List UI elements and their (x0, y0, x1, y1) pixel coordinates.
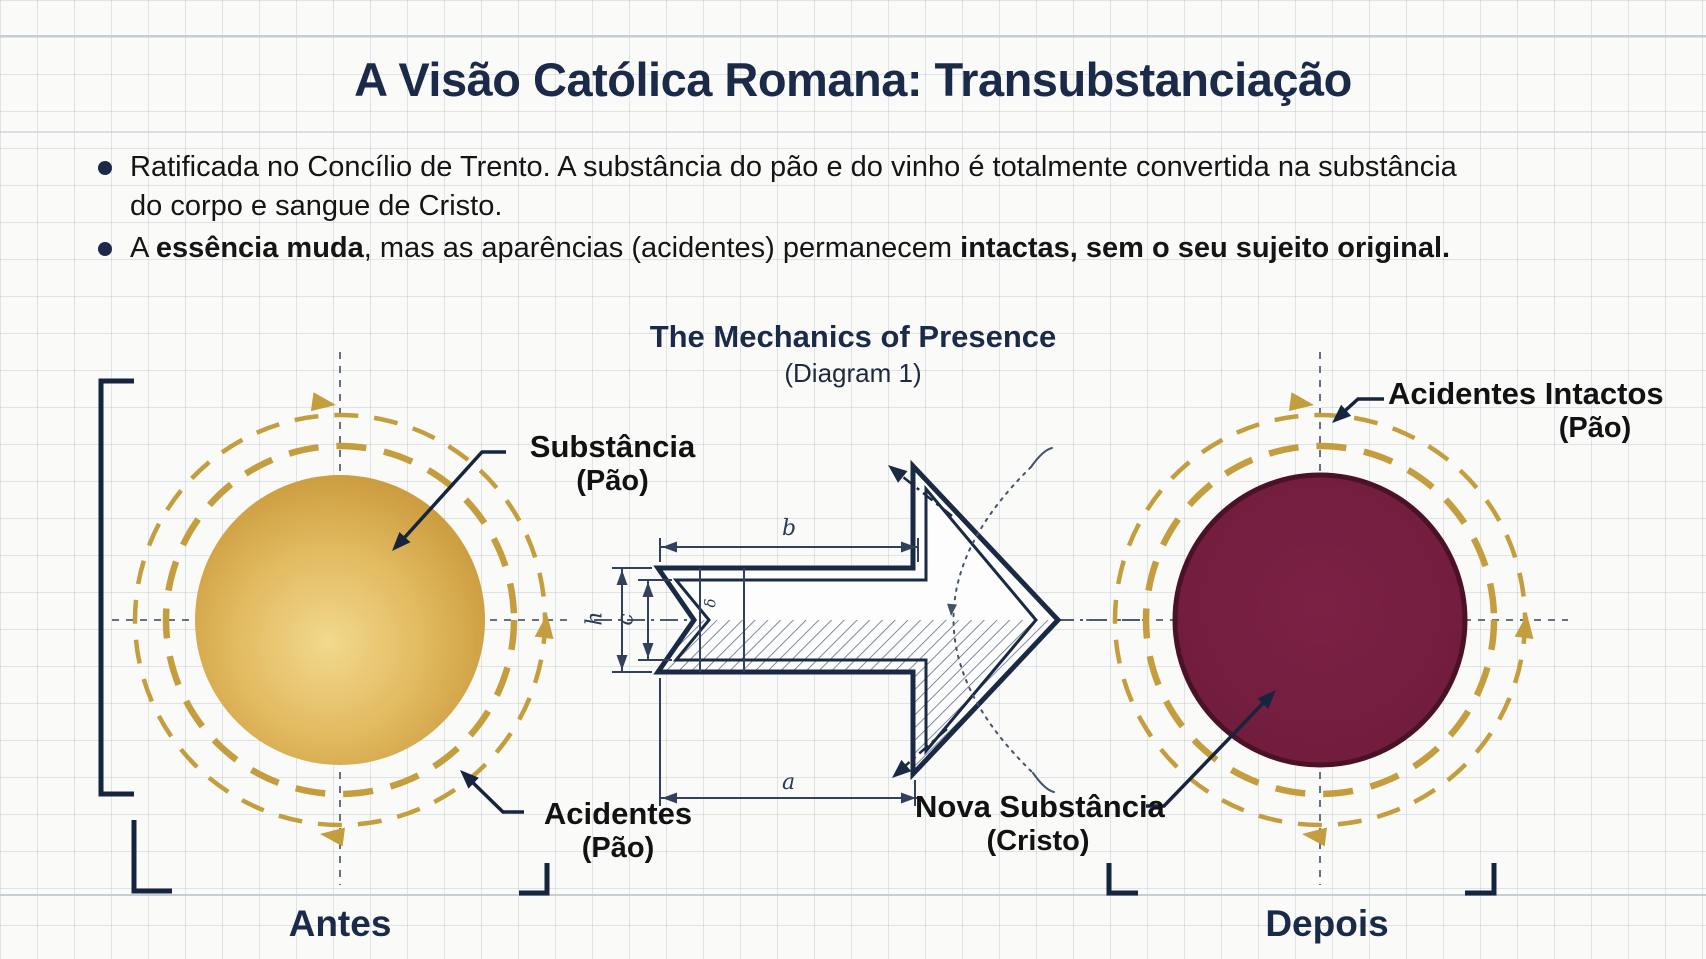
bullet-list: Ratificada no Concílio de Trento. A subs… (98, 148, 1478, 271)
dim-label-c: c (613, 613, 639, 626)
accidents-sublabel: (Pão) (581, 832, 655, 864)
bullet-marker-icon (98, 242, 112, 256)
accidents-intact-label: Acidentes Intactos (1388, 376, 1664, 411)
bullet-item: A essência muda, mas as aparências (acid… (98, 229, 1478, 268)
grid-accent-line (0, 35, 1706, 37)
diagram-title: The Mechanics of Presence (649, 319, 1057, 354)
after-accident-rings (1112, 412, 1528, 828)
diagram-subtitle: (Diagram 1) (784, 358, 922, 388)
dimension-arrowheads (616, 541, 916, 804)
before-caption: Antes (288, 903, 392, 944)
bullet-item: Ratificada no Concílio de Trento. A subs… (98, 148, 1478, 226)
compass-arc (952, 447, 1055, 793)
dim-label-b: b (782, 516, 797, 541)
substance-christ-circle (1172, 472, 1468, 768)
substance-bread-circle (195, 475, 485, 765)
construction-arrows (888, 465, 953, 778)
dim-label-a: a (782, 770, 796, 795)
before-accident-rings (132, 412, 548, 828)
technical-arrow-drawing (653, 459, 1062, 781)
accidents-intact-callout-line2: (Pão) (1510, 411, 1680, 450)
grid-accent-line (0, 131, 1706, 133)
after-rotation-arrow-icons (1288, 392, 1534, 847)
accidents-intact-callout-line1: Acidentes Intactos (1388, 376, 1664, 417)
frame-brackets (98, 378, 1497, 896)
dim-label-delta: δ (701, 598, 720, 608)
accidents-callout: Acidentes (Pão) (498, 796, 738, 866)
crosshair-lines (112, 352, 1568, 885)
bullet-text: A essência muda, mas as aparências (acid… (130, 232, 1451, 264)
substance-sublabel: (Pão) (576, 465, 649, 497)
grid-accent-line (0, 894, 1706, 896)
after-caption: Depois (1265, 903, 1389, 944)
substance-callout: Substância (Pão) (495, 429, 730, 499)
dim-label-h: h (582, 611, 608, 626)
accidents-label: Acidentes (543, 796, 693, 831)
bullet-marker-icon (98, 161, 112, 175)
substance-label: Substância (529, 429, 696, 464)
new-substance-callout-line1: Nova Substância (915, 789, 1165, 830)
new-substance-sublabel: (Cristo) (986, 825, 1090, 857)
dimension-lines (612, 538, 919, 806)
new-substance-callout-line2: (Cristo) (958, 824, 1118, 863)
bullet-text: Ratificada no Concílio de Trento. A subs… (130, 151, 1457, 222)
page-title: A Visão Católica Romana: Transubstanciaç… (354, 53, 1352, 106)
accidents-intact-sublabel: (Pão) (1558, 412, 1632, 444)
compass-arc-arrowhead (947, 603, 958, 616)
new-substance-label: Nova Substância (915, 789, 1165, 824)
